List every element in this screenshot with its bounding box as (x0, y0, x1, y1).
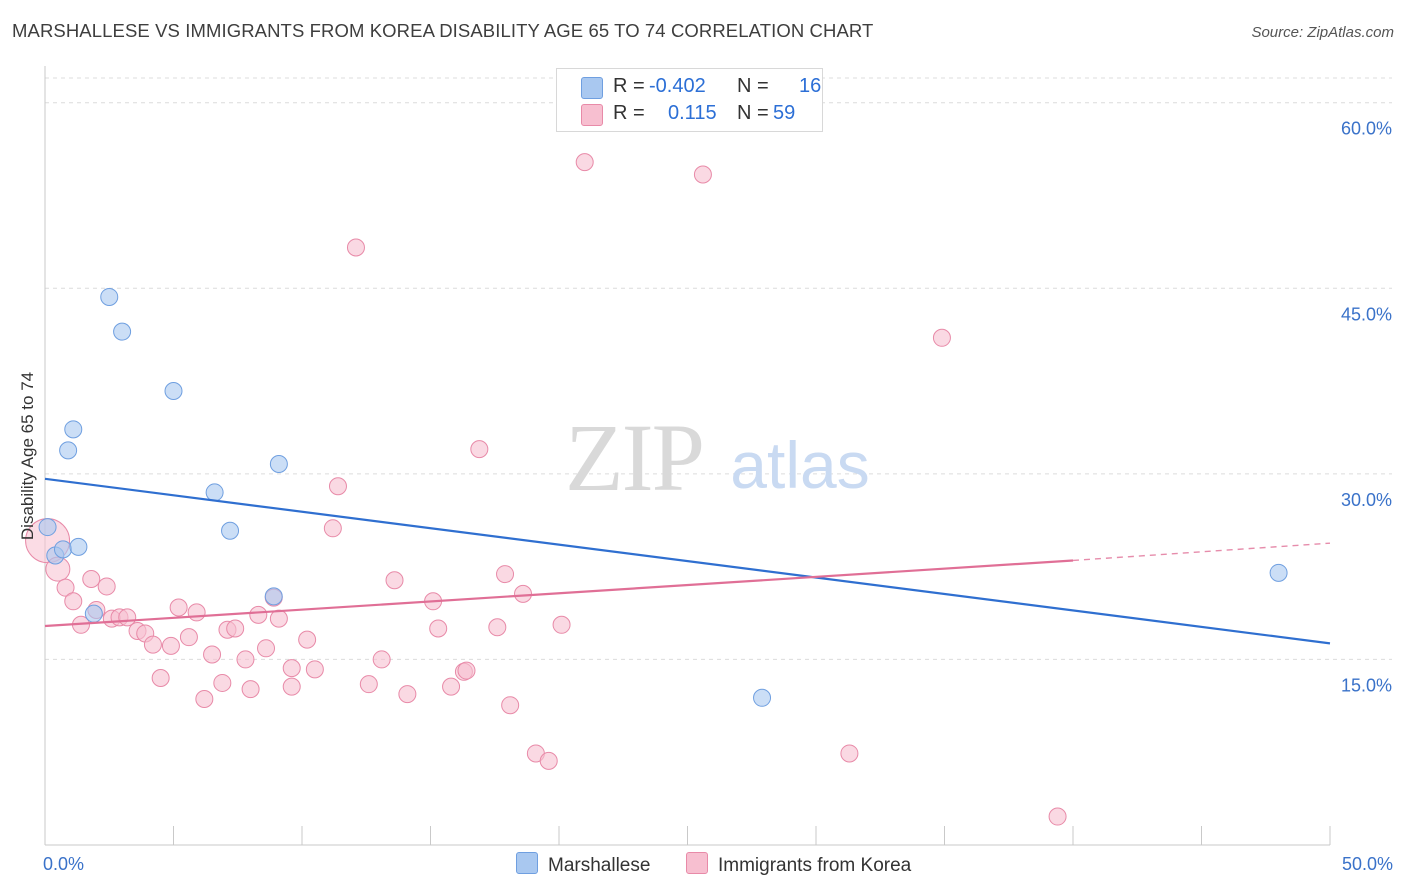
marshallese-point (205, 483, 224, 502)
legend-swatch-korea (581, 104, 603, 126)
korea-point (187, 603, 206, 622)
trend-lines (44, 477, 1331, 645)
tick-labels: 15.0% 30.0% 45.0% 60.0% 0.0% 50.0% (43, 119, 1393, 874)
korea-point (269, 609, 288, 628)
korea-point (488, 618, 507, 637)
marshallese-trend-line (44, 477, 1331, 645)
bottom-legend-swatch-korea (686, 852, 708, 874)
y-tick-label: 45.0% (1341, 304, 1392, 324)
korea-point (226, 619, 245, 638)
marshallese-point (84, 604, 103, 623)
korea-point (346, 238, 365, 257)
bottom-legend-korea: Immigrants from Korea (686, 852, 911, 877)
data-points (25, 153, 1288, 826)
korea-point (372, 650, 391, 669)
y-axis-label: Disability Age 65 to 74 (18, 372, 37, 540)
x-tick-label: 0.0% (43, 854, 84, 874)
bottom-legend-marshallese: Marshallese (516, 852, 650, 877)
legend-r-label: R = (613, 75, 645, 97)
korea-point (840, 744, 859, 763)
korea-point (1048, 807, 1067, 826)
watermark-atlas: atlas (730, 428, 869, 502)
marshallese-point (64, 420, 83, 439)
korea-point (298, 630, 317, 649)
y-tick-label: 60.0% (1341, 119, 1392, 139)
marshallese-point (221, 521, 240, 540)
korea-point (97, 577, 116, 596)
legend-swatch-marshallese (581, 77, 603, 99)
korea-point (539, 751, 558, 770)
x-tick-label: 50.0% (1342, 854, 1393, 874)
korea-point (169, 598, 188, 617)
marshallese-point (53, 540, 72, 559)
source-label: Source: ZipAtlas.com (1251, 24, 1394, 41)
korea-point (359, 675, 378, 694)
y-tick-label: 15.0% (1341, 675, 1392, 695)
marshallese-point (164, 381, 183, 400)
korea-point (932, 328, 951, 347)
axes (44, 66, 1331, 846)
korea-trend-extension (1072, 542, 1331, 562)
legend-n-value: 16 (799, 75, 822, 97)
korea-point (143, 635, 162, 654)
marshallese-point (69, 537, 88, 556)
marshallese-point (38, 518, 57, 537)
korea-point (693, 165, 712, 184)
korea-point (249, 605, 268, 624)
korea-point (282, 659, 301, 678)
bottom-legend-label-marshallese: Marshallese (548, 855, 651, 876)
marshallese-point (1269, 563, 1288, 582)
bottom-legend-swatch-marshallese (516, 852, 538, 874)
korea-point (161, 636, 180, 655)
korea-point (213, 673, 232, 692)
korea-point (257, 639, 276, 658)
marshallese-point (753, 688, 772, 707)
legend-r-value: 0.115 (668, 102, 717, 124)
legend-n-label: N = (737, 75, 769, 97)
korea-point (64, 592, 83, 611)
korea-point (282, 677, 301, 696)
korea-point (82, 570, 101, 589)
korea-point (398, 685, 417, 704)
korea-point (496, 565, 515, 584)
marshallese-point (59, 441, 78, 460)
korea-point (429, 619, 448, 638)
marshallese-point (113, 322, 132, 341)
korea-point (457, 661, 476, 680)
watermark-zip: ZIP (565, 404, 703, 511)
korea-point (442, 677, 461, 696)
korea-point (501, 696, 520, 715)
korea-point (305, 660, 324, 679)
legend-r-label: R = (613, 102, 645, 124)
korea-point (323, 519, 342, 538)
correlation-legend: R = -0.402 N = 16 R = 0.115 N = 59 (556, 68, 823, 132)
korea-point (151, 668, 170, 687)
korea-point (56, 578, 75, 597)
korea-point (470, 440, 489, 459)
korea-point (385, 571, 404, 590)
korea-point (195, 690, 214, 709)
korea-point (241, 680, 260, 699)
korea-point (575, 153, 594, 172)
korea-point (514, 584, 533, 603)
korea-point (328, 477, 347, 496)
korea-point (203, 645, 222, 664)
legend-n-value: 59 (773, 102, 796, 124)
legend-r-value: -0.402 (649, 75, 706, 97)
marshallese-point (100, 287, 119, 306)
korea-trend-line (44, 559, 1074, 628)
bottom-legend-label-korea: Immigrants from Korea (718, 855, 912, 876)
marshallese-point (264, 587, 283, 606)
chart-title: MARSHALLESE VS IMMIGRANTS FROM KOREA DIS… (12, 20, 874, 41)
grid-lines (45, 77, 1392, 660)
korea-point (552, 615, 571, 634)
legend-n-label: N = (737, 102, 769, 124)
y-tick-label: 30.0% (1341, 490, 1392, 510)
korea-point (236, 650, 255, 669)
marshallese-point (269, 454, 288, 473)
korea-point (179, 628, 198, 647)
